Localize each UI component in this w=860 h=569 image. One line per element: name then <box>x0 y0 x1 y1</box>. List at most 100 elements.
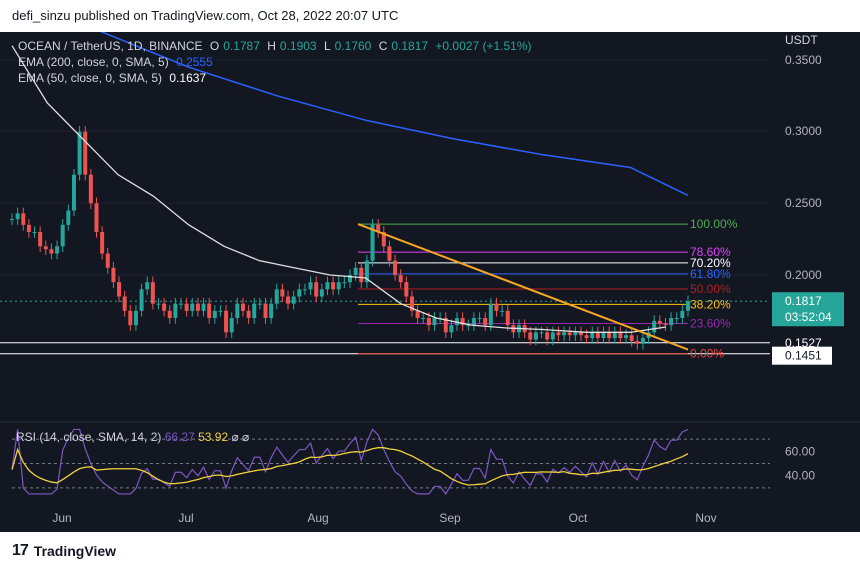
header-bar: defi_sinzu published on TradingView.com,… <box>0 0 860 32</box>
ema50-value: 0.1637 <box>169 71 207 85</box>
candle-body <box>578 332 583 336</box>
ema50-row[interactable]: EMA (50, close, 0, SMA, 5) 0.1637 <box>18 70 535 86</box>
candle-body <box>364 260 369 283</box>
candle-body <box>240 303 245 311</box>
candle-body <box>302 289 307 291</box>
candle-body <box>252 303 257 318</box>
last-price-label: 0.1817 <box>785 294 822 308</box>
tradingview-logo[interactable]: 17 TradingView <box>12 542 116 560</box>
candle-body <box>66 210 71 225</box>
candle-body <box>663 323 668 326</box>
candle-body <box>404 282 409 297</box>
candle-body <box>533 332 538 340</box>
candle-body <box>212 310 217 318</box>
candle-body <box>443 318 448 333</box>
y-tick-label: 0.3000 <box>785 124 822 138</box>
candle-body <box>111 267 116 283</box>
change-value: +0.0027 (+1.51%) <box>435 39 532 53</box>
ema50-label: EMA (50, close, 0, SMA, 5) <box>18 71 163 85</box>
candle-body <box>652 320 657 333</box>
candle-body <box>274 289 279 304</box>
close-label: C <box>378 39 388 53</box>
candle-body <box>545 332 550 340</box>
high-value: 0.1903 <box>279 39 317 53</box>
open-value: 0.1787 <box>223 39 260 53</box>
candle-body <box>314 282 319 297</box>
candle-body <box>370 224 375 261</box>
candle-body <box>26 224 31 232</box>
y-tick-label: 0.2500 <box>785 196 822 210</box>
y-tick-label: 0.2000 <box>785 268 822 282</box>
candle-body <box>122 296 127 311</box>
candle-body <box>471 318 476 326</box>
candle-body <box>49 249 54 254</box>
tv-name: TradingView <box>33 543 117 559</box>
candle-body <box>308 282 313 290</box>
candle-body <box>10 219 14 221</box>
fib-label: 23.60% <box>690 316 731 330</box>
candle-body <box>398 275 403 283</box>
fib-label: 70.20% <box>690 256 731 270</box>
price-chart[interactable]: USDT 0.3500 0.3000 0.2500 0.2000 Jun Jul Aug Sep… <box>0 0 860 532</box>
candle-body <box>235 303 240 318</box>
fib-label: 100.00% <box>690 217 738 231</box>
ema200-row[interactable]: EMA (200, close, 0, SMA, 5) 0.2555 <box>18 54 535 70</box>
rsi-value: 66.27 <box>164 430 195 444</box>
rsi-tick-label: 60.00 <box>785 444 815 458</box>
candle-body <box>584 335 589 339</box>
candle-body <box>500 310 505 312</box>
rsi-sma-value: 53.92 <box>198 430 229 444</box>
candle-body <box>494 303 499 311</box>
rsi-legend[interactable]: RSI (14, close, SMA, 14, 2) 66.27 53.92 … <box>16 430 249 444</box>
candle-body <box>528 332 533 340</box>
candle-body <box>573 332 578 336</box>
x-tick-label: Nov <box>695 511 716 525</box>
candle-body <box>167 310 172 318</box>
candle-body <box>83 131 88 175</box>
candle-body <box>195 303 200 311</box>
low-label: L <box>323 39 331 53</box>
candle-body <box>686 301 690 311</box>
countdown-label: 03:52:04 <box>785 310 832 324</box>
candle-body <box>483 318 488 326</box>
candle-body <box>145 282 150 290</box>
candle-body <box>325 282 330 290</box>
symbol-label[interactable]: OCEAN / TetherUS, 1D, BINANCE <box>18 39 203 53</box>
publisher-credit: defi_sinzu published on TradingView.com,… <box>12 8 399 23</box>
fib-label: 0.00% <box>690 347 724 361</box>
candle-body <box>319 289 324 297</box>
candle-body <box>342 282 347 284</box>
candle-body <box>190 303 195 311</box>
candle-body <box>466 325 471 327</box>
candle-body <box>179 303 183 305</box>
candle-body <box>336 282 341 290</box>
candle-body <box>94 203 99 232</box>
candle-body <box>607 332 612 339</box>
candle-body <box>674 318 679 319</box>
ema200-value: 0.2555 <box>176 55 213 69</box>
candle-body <box>562 332 567 336</box>
candle-body <box>432 318 437 326</box>
candle-body <box>505 310 510 326</box>
candle-body <box>269 303 274 318</box>
candle-body <box>15 213 20 220</box>
candle-body <box>550 332 555 340</box>
candle-body <box>224 310 229 333</box>
candle-body <box>162 303 167 311</box>
chart-area[interactable]: USDT 0.3500 0.3000 0.2500 0.2000 Jun Jul Aug Sep… <box>0 0 860 532</box>
candle-body <box>488 303 493 326</box>
candle-body <box>539 332 544 334</box>
candle-body <box>43 246 48 250</box>
candle-body <box>173 303 178 318</box>
high-label: H <box>267 39 276 53</box>
candle-body <box>348 275 352 283</box>
candle-body <box>55 246 60 254</box>
candle-body <box>567 332 572 336</box>
candle-body <box>286 296 291 304</box>
candle-body <box>184 303 189 311</box>
candle-body <box>77 131 82 175</box>
fib-label: 38.20% <box>690 297 731 311</box>
candle-body <box>100 232 105 254</box>
